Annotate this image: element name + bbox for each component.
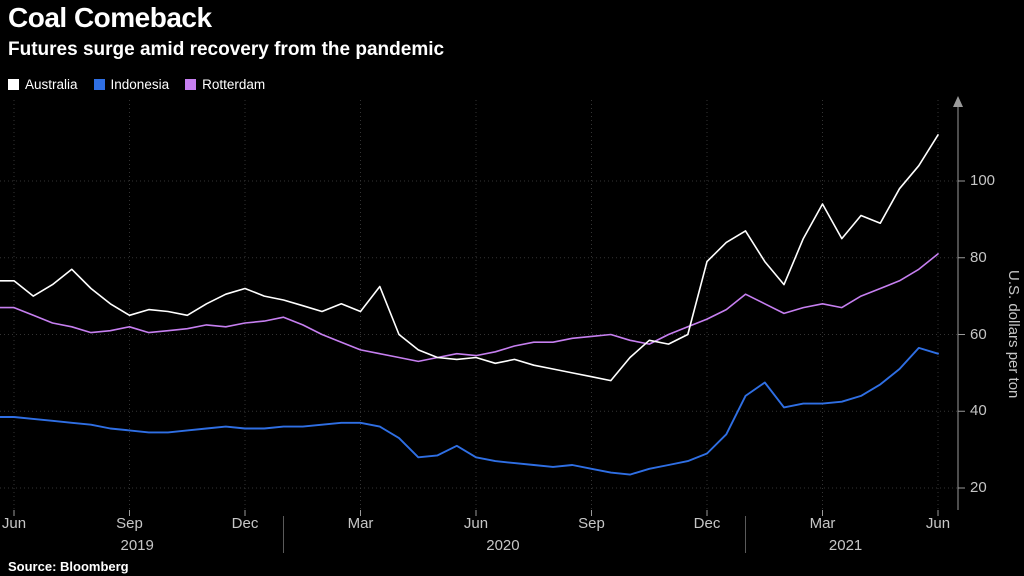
chart-title: Coal Comeback — [8, 2, 212, 33]
legend-swatch-indonesia — [93, 79, 105, 90]
source-note: Source: Bloomberg — [8, 559, 129, 574]
series-line-rotterdam — [0, 253, 939, 363]
legend-item-rotterdam: Rotterdam — [185, 77, 265, 92]
legend-label-australia: Australia — [25, 77, 78, 92]
y-axis-title: U.S. dollars per ton — [1005, 269, 1022, 399]
legend-label-rotterdam: Rotterdam — [202, 77, 266, 92]
legend-swatch-rotterdam — [185, 79, 197, 90]
chart-subtitle: Futures surge amid recovery from the pan… — [8, 39, 445, 60]
legend-item-australia: Australia — [8, 77, 78, 92]
series-line-indonesia — [0, 346, 939, 476]
legend-swatch-australia — [8, 79, 19, 90]
y-axis-arrow-icon — [953, 96, 963, 107]
legend: Australia Indonesia Rotterdam — [8, 77, 265, 92]
series-line-australia — [0, 134, 939, 382]
legend-label-indonesia: Indonesia — [110, 77, 170, 92]
legend-item-indonesia: Indonesia — [93, 77, 170, 92]
